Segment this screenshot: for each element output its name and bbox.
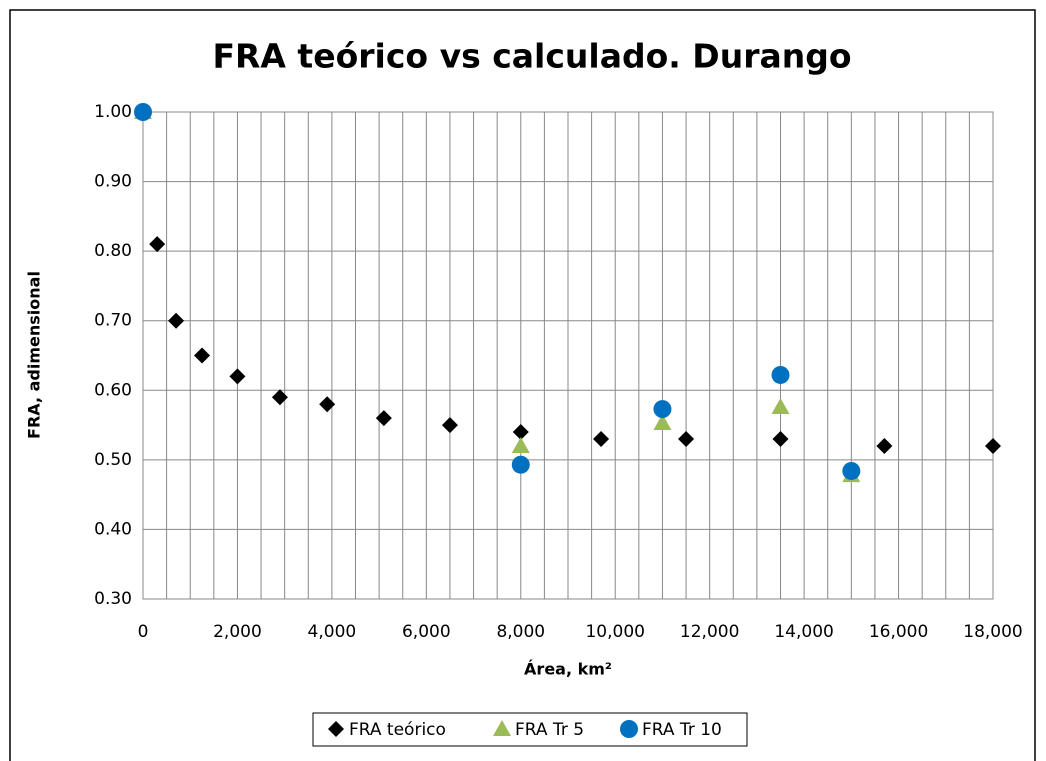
y-tick-label: 0.50: [94, 450, 132, 470]
data-point: [512, 424, 529, 441]
data-point: [771, 365, 790, 384]
data-point: [149, 236, 166, 253]
y-tick-label: 0.30: [94, 589, 132, 609]
y-tick-label: 0.40: [94, 519, 132, 539]
legend-marker: [328, 721, 344, 737]
data-point: [229, 368, 246, 385]
x-tick-label: 18,000: [963, 622, 1022, 642]
x-axis-label: Área, km²: [524, 660, 612, 679]
legend-marker: [493, 720, 511, 736]
data-point: [319, 396, 336, 413]
x-tick-label: 12,000: [680, 622, 739, 642]
x-tick-label: 14,000: [774, 622, 833, 642]
y-tick-label: 1.00: [94, 102, 132, 122]
legend-label: FRA Tr 5: [515, 720, 584, 740]
data-point: [511, 455, 530, 474]
data-point: [772, 430, 789, 447]
x-tick-label: 0: [138, 622, 149, 642]
x-tick-label: 6,000: [402, 622, 451, 642]
data-point: [134, 103, 152, 121]
data-point: [876, 437, 893, 454]
y-tick-label: 0.60: [94, 380, 132, 400]
data-point: [375, 410, 392, 427]
y-axis-label: FRA, adimensional: [25, 271, 44, 439]
data-point: [194, 347, 211, 364]
data-point: [168, 312, 185, 329]
legend-label: FRA Tr 10: [642, 720, 722, 740]
x-tick-label: 16,000: [869, 622, 928, 642]
data-point: [593, 430, 610, 447]
x-tick-label: 2,000: [213, 622, 262, 642]
x-tick-label: 10,000: [585, 622, 644, 642]
legend-marker: [620, 720, 638, 738]
data-point: [653, 413, 672, 430]
y-tick-label: 0.80: [94, 241, 132, 261]
data-point: [842, 461, 861, 480]
data-point: [985, 437, 1001, 454]
legend-label: FRA teórico: [349, 720, 446, 740]
x-tick-label: 4,000: [308, 622, 357, 642]
data-point: [441, 417, 458, 434]
legend-box: [312, 712, 748, 747]
chart-title: FRA teórico vs calculado. Durango: [212, 37, 851, 76]
data-point: [771, 397, 790, 414]
data-point: [653, 400, 672, 419]
data-point: [271, 389, 288, 406]
x-tick-label: 8,000: [496, 622, 545, 642]
y-tick-label: 0.90: [94, 172, 132, 192]
data-point: [678, 430, 695, 447]
data-point: [511, 436, 530, 453]
y-tick-label: 0.70: [94, 311, 132, 331]
